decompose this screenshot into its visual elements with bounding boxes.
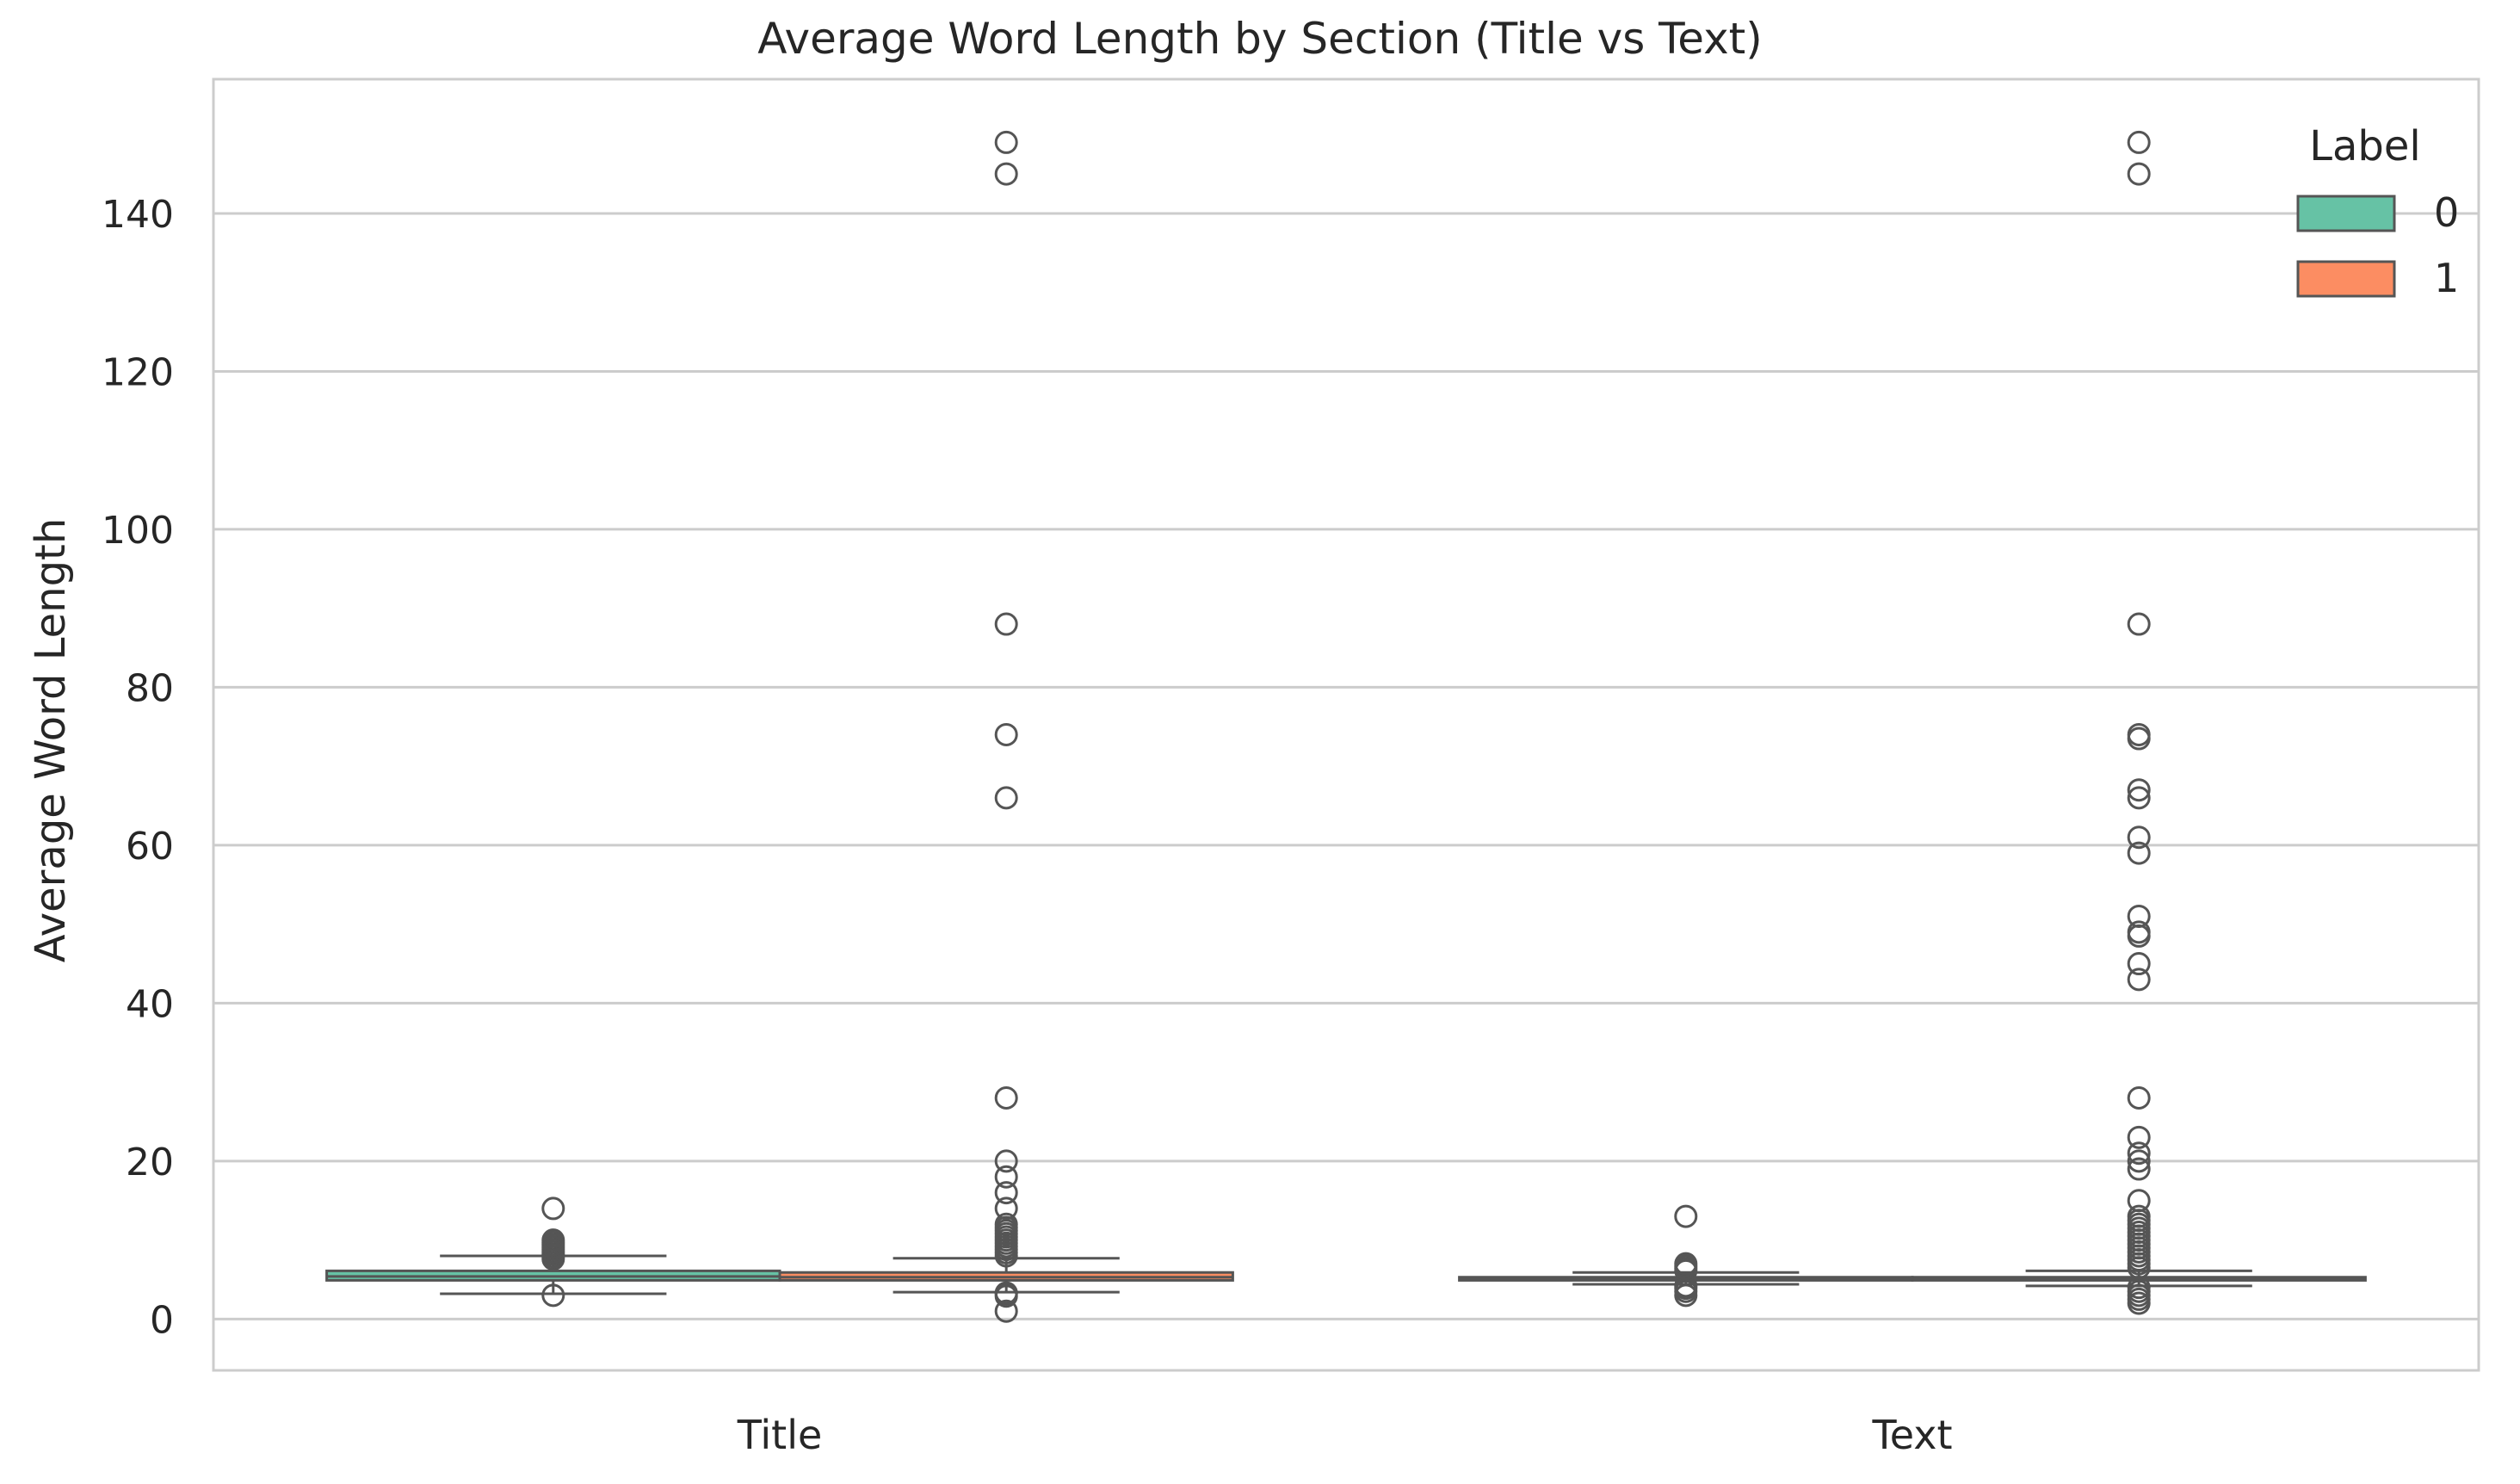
outlier-point xyxy=(2127,952,2151,976)
outlier-point xyxy=(2127,920,2151,944)
y-tick-label: 120 xyxy=(102,350,174,394)
outlier-point xyxy=(994,1165,1018,1189)
outlier-point xyxy=(2127,968,2151,992)
outlier-point xyxy=(541,1228,565,1252)
x-axis-ticks: Title Text xyxy=(737,1412,1953,1458)
x-tick-label-text: Text xyxy=(1871,1412,1952,1458)
y-axis-label: Average Word Length xyxy=(27,518,75,963)
outlier-point xyxy=(1674,1252,1698,1276)
legend-swatch-0 xyxy=(2296,195,2396,232)
outlier-point xyxy=(994,1181,1018,1205)
outlier-point xyxy=(2127,1125,2151,1149)
outlier-point xyxy=(2127,1141,2151,1166)
box-text-label-1 xyxy=(1911,130,2367,1315)
outlier-point xyxy=(541,1283,565,1308)
y-tick-label: 100 xyxy=(102,509,174,553)
box-text-label-0 xyxy=(1458,1204,1914,1308)
outlier-point xyxy=(994,1149,1018,1173)
outlier-point xyxy=(2127,841,2151,865)
plot-area-background xyxy=(213,79,2479,1370)
chart-title: Average Word Length by Section (Title vs… xyxy=(757,14,1763,64)
outlier-point xyxy=(1674,1204,1698,1228)
y-tick-label: 40 xyxy=(126,982,174,1026)
y-axis-ticks: 0 20 40 60 80 100 120 140 xyxy=(102,193,174,1342)
outlier-point xyxy=(2127,1085,2151,1110)
outlier-point xyxy=(994,1281,1018,1305)
outlier-point xyxy=(2127,722,2151,746)
outlier-point xyxy=(2127,904,2151,928)
y-tick-label: 0 xyxy=(150,1298,174,1342)
outlier-point xyxy=(2127,162,2151,186)
outlier-point xyxy=(2127,825,2151,850)
plot-frame xyxy=(212,77,2480,1372)
outlier-point xyxy=(994,162,1018,186)
outlier-point xyxy=(541,1196,565,1221)
y-tick-label: 20 xyxy=(126,1141,174,1184)
outlier-point xyxy=(2127,1157,2151,1181)
outlier-point xyxy=(994,722,1018,746)
box-title-label-0 xyxy=(325,1196,781,1308)
outlier-point xyxy=(994,130,1018,154)
outlier-point xyxy=(994,1299,1018,1323)
legend-label-1: 1 xyxy=(2434,255,2459,301)
grid-lines xyxy=(213,212,2479,1320)
outlier-point xyxy=(2127,1149,2151,1173)
x-tick-label-title: Title xyxy=(737,1412,823,1458)
outlier-point xyxy=(994,1196,1018,1221)
outlier-point xyxy=(994,786,1018,810)
outlier-point xyxy=(994,612,1018,636)
legend: Label 0 1 xyxy=(2296,122,2459,301)
y-tick-label: 60 xyxy=(126,825,174,869)
outlier-point xyxy=(2127,130,2151,154)
outlier-point xyxy=(2127,786,2151,810)
outlier-point xyxy=(2127,1189,2151,1213)
box-series xyxy=(325,130,2367,1323)
box-title-label-1 xyxy=(778,130,1234,1323)
outlier-point xyxy=(2127,778,2151,802)
y-tick-label: 140 xyxy=(102,193,174,237)
legend-label-0: 0 xyxy=(2434,189,2459,236)
outlier-point xyxy=(2127,612,2151,636)
outlier-point xyxy=(994,1212,1018,1236)
legend-title: Label xyxy=(2309,122,2421,170)
legend-swatch-1 xyxy=(2296,260,2396,298)
y-tick-label: 80 xyxy=(126,666,174,710)
outlier-point xyxy=(994,1085,1018,1110)
outlier-point xyxy=(2127,1204,2151,1228)
